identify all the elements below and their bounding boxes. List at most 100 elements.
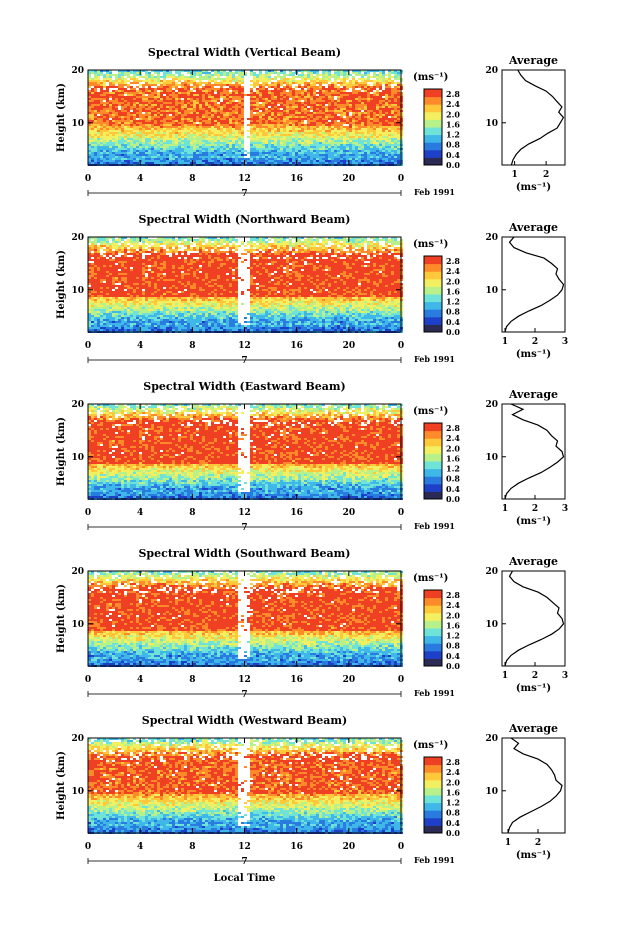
heatmap-cell <box>331 142 334 144</box>
heatmap-cell <box>97 72 100 74</box>
heatmap-cell <box>346 78 349 80</box>
heatmap-cell <box>274 138 277 140</box>
heatmap-cell <box>274 110 277 112</box>
heatmap-cell <box>100 255 103 257</box>
heatmap-cell <box>91 275 94 277</box>
heatmap-cell <box>274 160 277 162</box>
heatmap-cell <box>91 84 94 86</box>
heatmap-cell <box>136 130 139 132</box>
heatmap-cell <box>94 305 97 307</box>
heatmap-cell <box>277 100 280 102</box>
heatmap-cell <box>319 100 322 102</box>
heatmap-cell <box>268 84 271 86</box>
heatmap-cell <box>334 104 337 106</box>
heatmap-cell <box>292 160 295 162</box>
heatmap-cell <box>91 126 94 128</box>
heatmap-cell <box>157 112 160 114</box>
heatmap-cell <box>226 128 229 130</box>
heatmap-cell <box>148 108 151 110</box>
heatmap-cell <box>367 80 370 82</box>
heatmap-cell <box>253 146 256 148</box>
heatmap-cell <box>211 140 214 142</box>
heatmap-cell <box>310 130 313 132</box>
heatmap-cell <box>397 144 400 146</box>
heatmap-cell <box>91 283 94 285</box>
heatmap-cell <box>379 152 382 154</box>
heatmap-cell <box>124 100 127 102</box>
heatmap-cell <box>202 122 205 124</box>
heatmap-cell <box>364 94 367 96</box>
heatmap-cell <box>379 96 382 98</box>
heatmap-cell <box>259 74 262 76</box>
heatmap-cell <box>97 285 100 287</box>
heatmap-cell <box>376 100 379 102</box>
heatmap-cell <box>382 104 385 106</box>
heatmap-cell <box>202 88 205 90</box>
heatmap-cell <box>310 134 313 136</box>
heatmap-cell <box>280 162 283 164</box>
heatmap-cell <box>304 134 307 136</box>
heatmap-cell <box>133 130 136 132</box>
heatmap-cell <box>184 136 187 138</box>
heatmap-cell <box>121 90 124 92</box>
heatmap-cell <box>385 140 388 142</box>
heatmap-cell <box>346 88 349 90</box>
heatmap-cell <box>238 134 241 136</box>
heatmap-cell <box>280 94 283 96</box>
heatmap-cell <box>211 104 214 106</box>
heatmap-cell <box>148 92 151 94</box>
heatmap-cell <box>268 154 271 156</box>
heatmap-cell <box>385 158 388 160</box>
heatmap-cell <box>97 108 100 110</box>
heatmap-cell <box>235 116 238 118</box>
heatmap-cell <box>313 108 316 110</box>
heatmap-cell <box>379 128 382 130</box>
heatmap-cell <box>373 134 376 136</box>
heatmap-cell <box>229 162 232 164</box>
heatmap-cell <box>250 100 253 102</box>
heatmap-cell <box>124 148 127 150</box>
heatmap-cell <box>91 279 94 281</box>
heatmap-cell <box>94 259 97 261</box>
heatmap-cell <box>106 86 109 88</box>
heatmap-cell <box>256 136 259 138</box>
heatmap-cell <box>91 142 94 144</box>
heatmap-cell <box>328 102 331 104</box>
heatmap-cell <box>328 104 331 106</box>
colorbar-segment <box>424 96 442 105</box>
heatmap-cell <box>244 72 247 74</box>
heatmap-cell <box>205 150 208 152</box>
heatmap-cell <box>181 144 184 146</box>
heatmap-cell <box>397 136 400 138</box>
heatmap-cell <box>163 86 166 88</box>
heatmap-cell <box>331 86 334 88</box>
heatmap-cell <box>88 120 91 122</box>
heatmap-cell <box>259 142 262 144</box>
heatmap-cell <box>295 130 298 132</box>
heatmap-cell <box>166 152 169 154</box>
heatmap-cell <box>178 70 181 72</box>
heatmap-cell <box>103 152 106 154</box>
heatmap-cell <box>124 130 127 132</box>
heatmap-cell <box>355 106 358 108</box>
heatmap-cell <box>343 90 346 92</box>
heatmap-cell <box>328 114 331 116</box>
heatmap-cell <box>94 152 97 154</box>
heatmap-cell <box>310 100 313 102</box>
heatmap-cell <box>112 132 115 134</box>
heatmap-cell <box>217 146 220 148</box>
heatmap-cell <box>250 106 253 108</box>
heatmap-cell <box>196 132 199 134</box>
heatmap-cell <box>124 118 127 120</box>
heatmap-cell <box>250 134 253 136</box>
heatmap-cell <box>229 98 232 100</box>
heatmap-cell <box>169 72 172 74</box>
heatmap-cell <box>358 78 361 80</box>
heatmap-cell <box>271 154 274 156</box>
heatmap-cell <box>235 132 238 134</box>
heatmap-cell <box>268 90 271 92</box>
heatmap-cell <box>355 162 358 164</box>
heatmap-cell <box>157 82 160 84</box>
heatmap-cell <box>310 112 313 114</box>
heatmap-cell <box>178 104 181 106</box>
